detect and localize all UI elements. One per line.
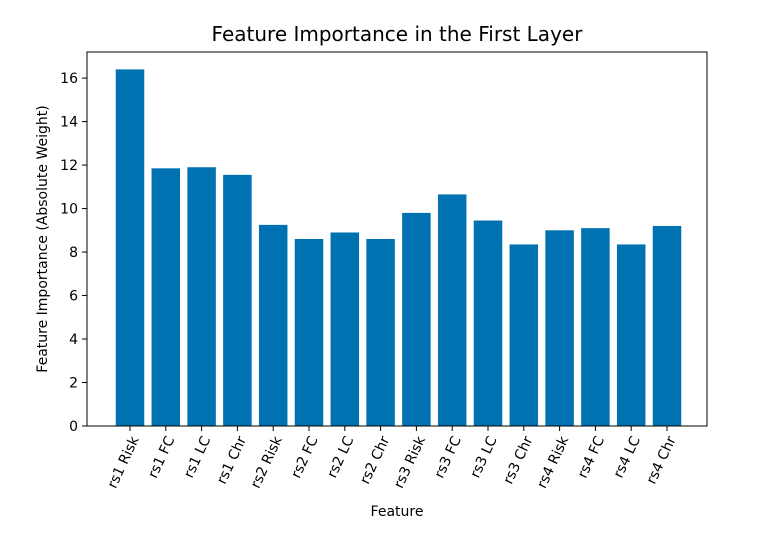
bar-rs4-fc <box>581 228 610 426</box>
y-tick-label: 8 <box>69 245 78 261</box>
bar-rs3-risk <box>402 212 431 426</box>
bar-rs1-chr <box>223 174 252 426</box>
y-tick-label: 10 <box>60 202 78 218</box>
bar-rs1-fc <box>151 168 181 426</box>
bar-rs3-lc <box>473 220 503 426</box>
y-tick-label: 4 <box>69 332 78 348</box>
bar-rs3-fc <box>437 194 467 426</box>
bar-rs1-risk <box>115 69 145 427</box>
bar-rs1-lc <box>187 167 216 427</box>
bar-rs2-risk <box>258 224 288 426</box>
y-tick-label: 14 <box>60 115 78 131</box>
bar-rs2-lc <box>330 232 360 426</box>
y-tick-label: 16 <box>60 71 78 87</box>
bars-group <box>115 69 682 427</box>
y-axis-ticks: 0 2 4 6 8 10 12 14 16 <box>60 71 87 435</box>
chart-title: Feature Importance in the First Layer <box>212 22 584 46</box>
bar-rs4-lc <box>616 244 646 426</box>
bar-rs4-risk <box>545 230 574 426</box>
y-tick-label: 0 <box>69 419 78 435</box>
plot-frame <box>86 51 708 427</box>
bar-rs4-chr <box>652 225 682 426</box>
bar-rs3-chr <box>509 244 539 426</box>
y-axis-label: Feature Importance (Absolute Weight) <box>35 105 51 372</box>
bar-rs2-fc <box>294 239 324 426</box>
y-tick-label: 12 <box>60 158 78 174</box>
bar-rs2-chr <box>366 239 395 426</box>
y-tick-label: 6 <box>69 289 78 305</box>
y-tick-label: 2 <box>69 376 78 392</box>
x-axis-label: Feature <box>371 504 424 520</box>
